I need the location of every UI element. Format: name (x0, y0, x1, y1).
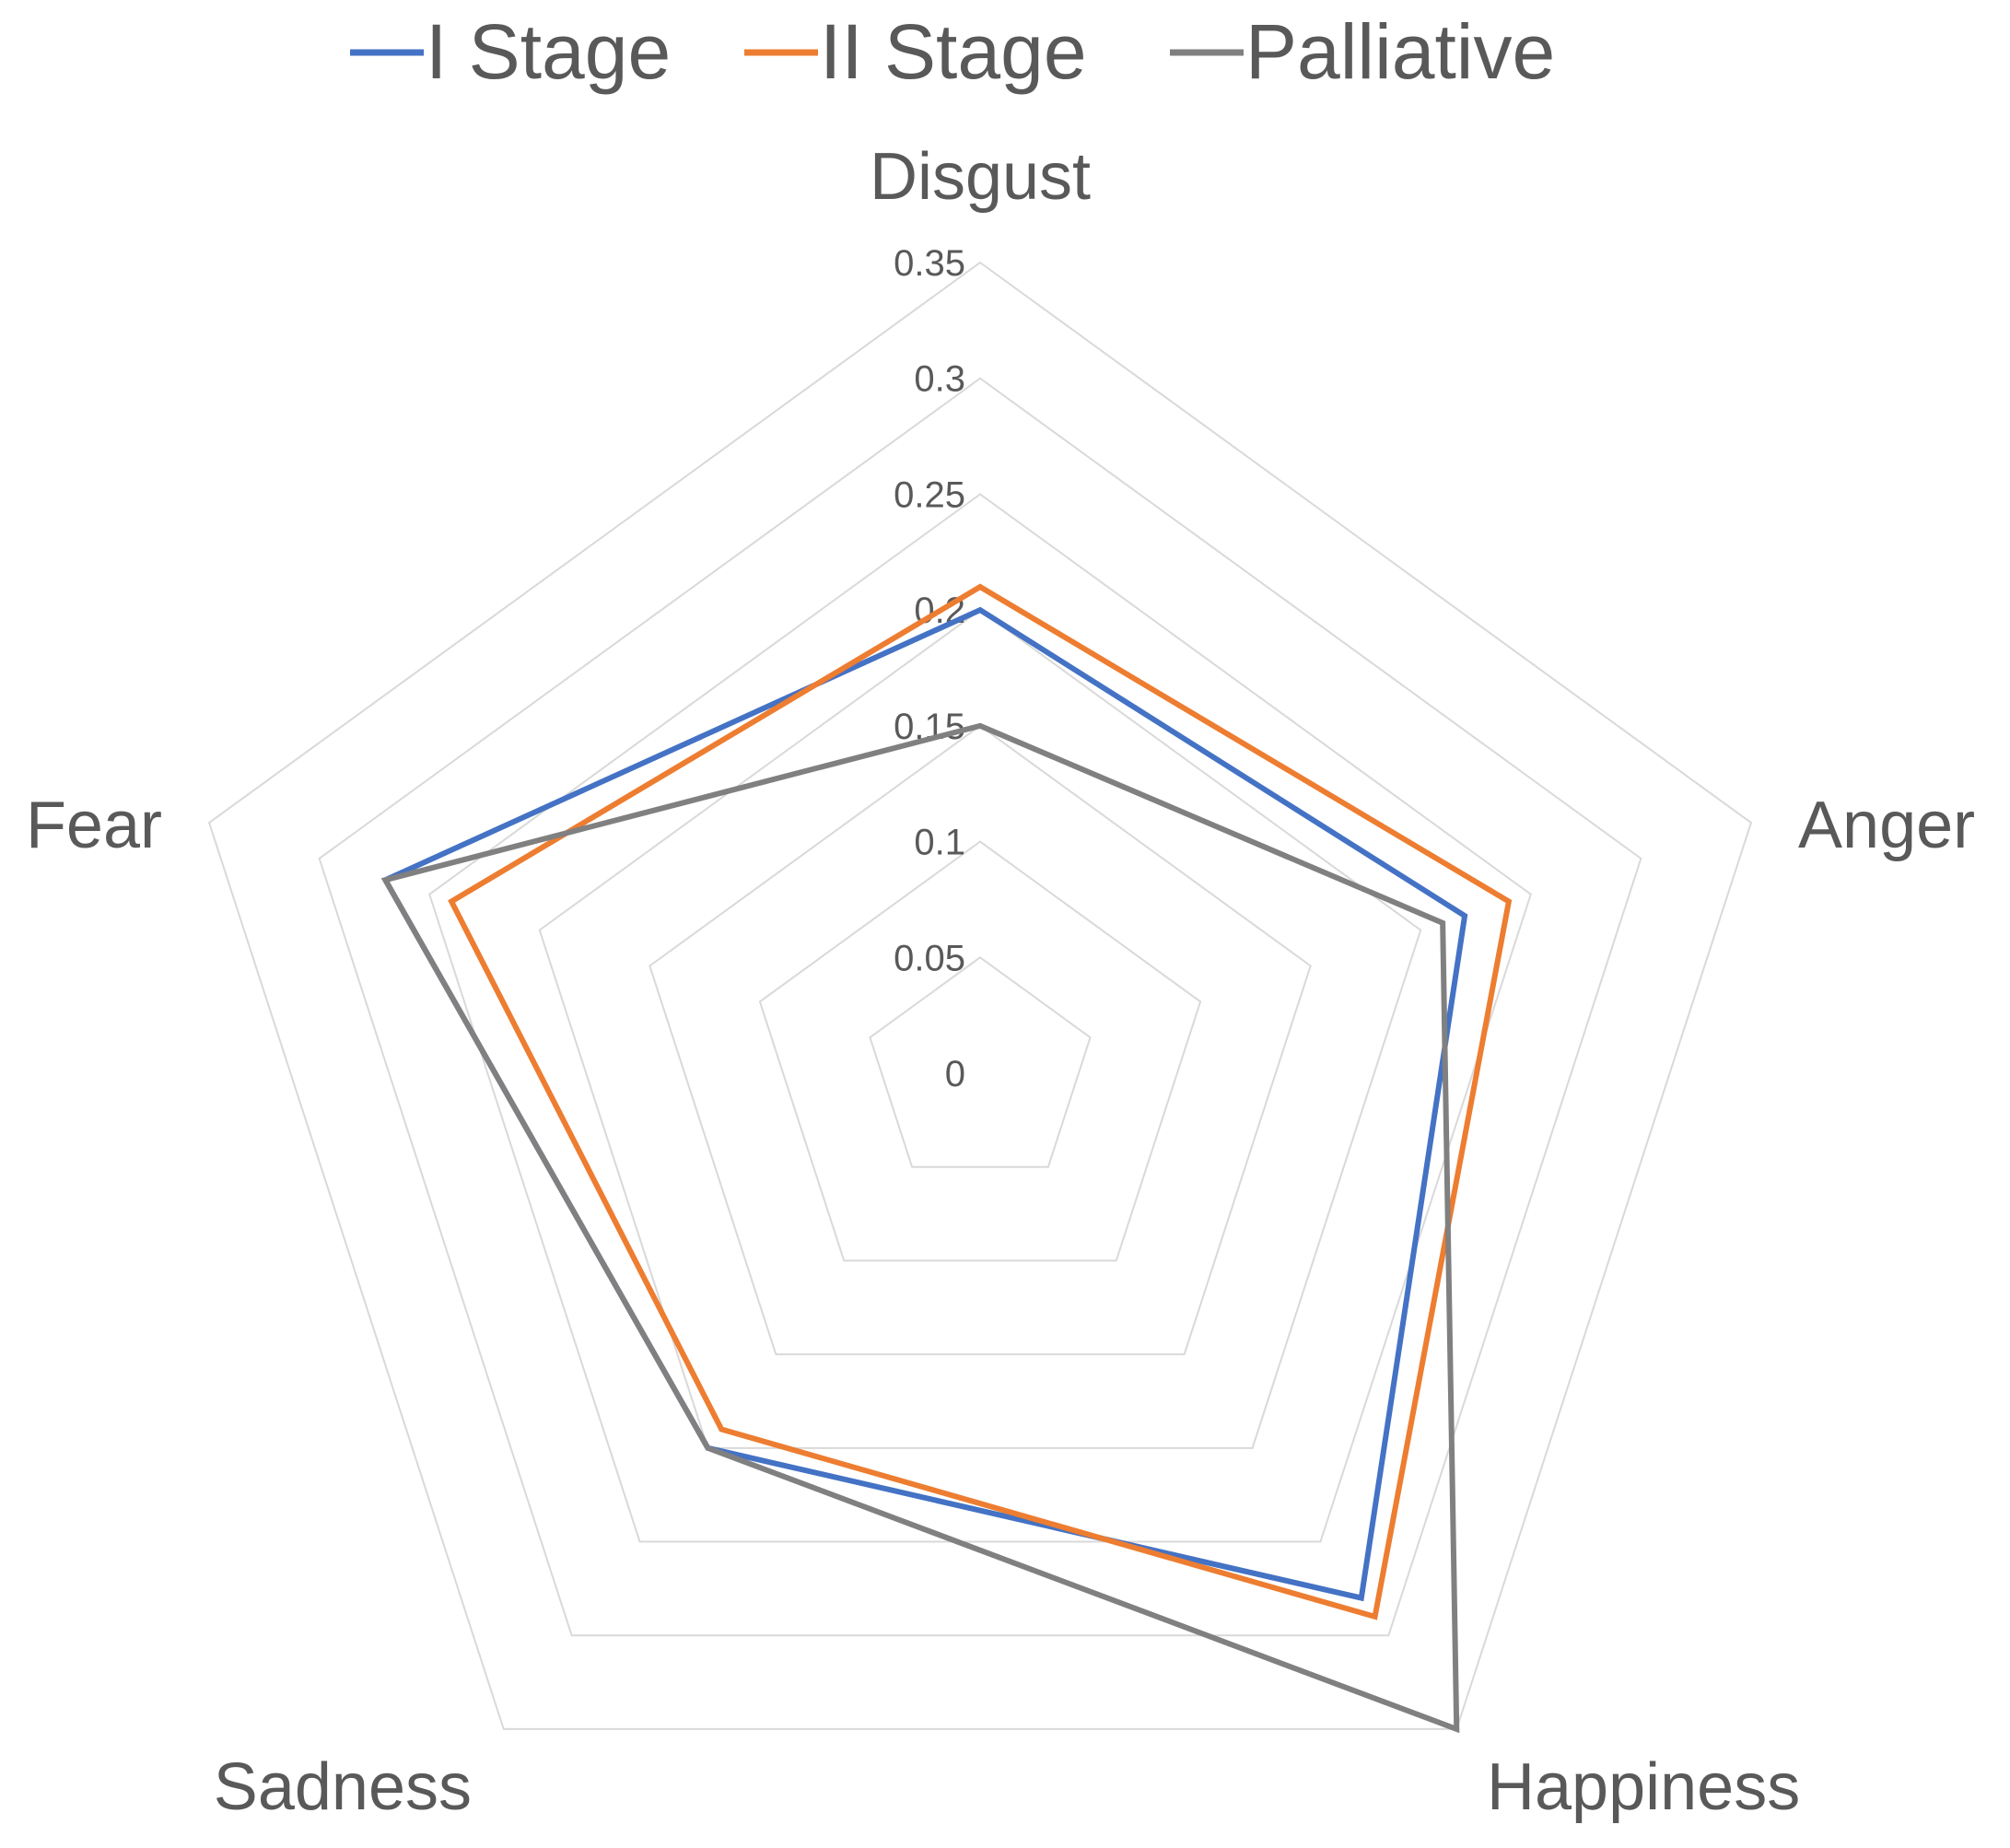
series-line-i-stage (381, 606, 1468, 1602)
series-line-palliative (380, 722, 1460, 1734)
category-label-sadness: Sadness (214, 1750, 472, 1824)
legend-label-palliative: Palliative (1245, 8, 1555, 95)
grid-ring-0-35 (207, 261, 1753, 1730)
tick-label-0-1: 0.1 (914, 823, 965, 863)
grid-ring-0-25 (428, 493, 1532, 1543)
grid-ring-0-3 (318, 377, 1642, 1637)
category-labels: Disgust Anger Happiness Sadness Fear (26, 140, 1975, 1824)
category-label-happiness: Happiness (1487, 1750, 1800, 1824)
tick-label-0-25: 0.25 (894, 474, 965, 515)
tick-label-0-3: 0.3 (914, 359, 965, 400)
category-label-disgust: Disgust (870, 140, 1091, 214)
grid-ring-0-05 (869, 956, 1092, 1168)
legend-label-i-stage: I Stage (426, 8, 671, 95)
tick-label-0-05: 0.05 (894, 938, 965, 978)
grid-ring-0-2 (538, 608, 1422, 1449)
radial-tick-labels: 00.050.10.150.20.250.30.35 (894, 243, 965, 1094)
grid-ring-0-1 (758, 840, 1202, 1262)
series-line-ii-stage (448, 583, 1513, 1620)
tick-label-0: 0 (945, 1054, 965, 1094)
legend-label-ii-stage: II Stage (820, 8, 1087, 95)
grid-ring-0-15 (649, 724, 1312, 1356)
series-lines (380, 583, 1513, 1734)
legend: I Stage II Stage Palliative (350, 8, 1555, 95)
category-label-anger: Anger (1798, 789, 1975, 862)
tick-label-0-35: 0.35 (894, 243, 965, 284)
category-label-fear: Fear (26, 789, 162, 862)
radar-grid (207, 261, 1753, 1730)
